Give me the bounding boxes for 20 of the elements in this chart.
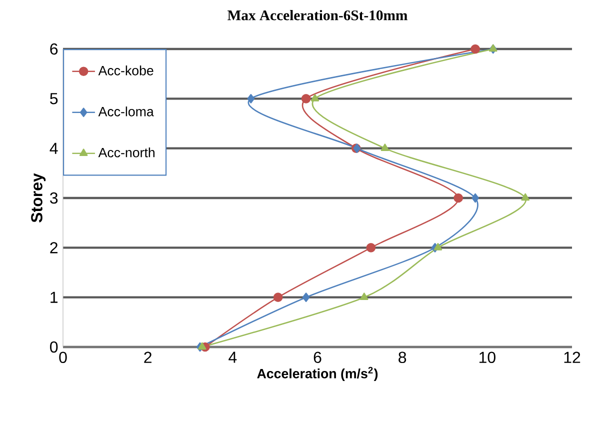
legend-label: Acc-kobe — [98, 66, 154, 76]
chart-title: Max Acceleration-6St-10mm — [228, 10, 408, 20]
y-tick-label: 5 — [50, 93, 58, 104]
x-tick-label: 10 — [479, 352, 496, 364]
x-tick-label: 12 — [564, 352, 580, 363]
y-tick-label: 1 — [50, 292, 58, 303]
y-tick-label: 3 — [50, 192, 58, 204]
x-tick-label: 8 — [398, 352, 406, 364]
y-axis-title: Storey — [31, 173, 46, 222]
x-tick-label: 4 — [228, 352, 237, 363]
x-tick-label: 6 — [314, 352, 322, 364]
y-tick-label: 0 — [50, 341, 58, 353]
y-tick-label: 2 — [50, 242, 58, 254]
x-tick-label: 2 — [144, 352, 152, 363]
y-tick-label: 6 — [50, 43, 58, 55]
legend-label: Acc-north — [98, 148, 154, 158]
legend-label: Acc-loma — [98, 106, 154, 116]
x-axis-title: Acceleration (m/s$^{2}$) — [257, 366, 378, 381]
y-tick-label: 4 — [50, 142, 58, 154]
x-tick-label: 0 — [59, 352, 67, 364]
